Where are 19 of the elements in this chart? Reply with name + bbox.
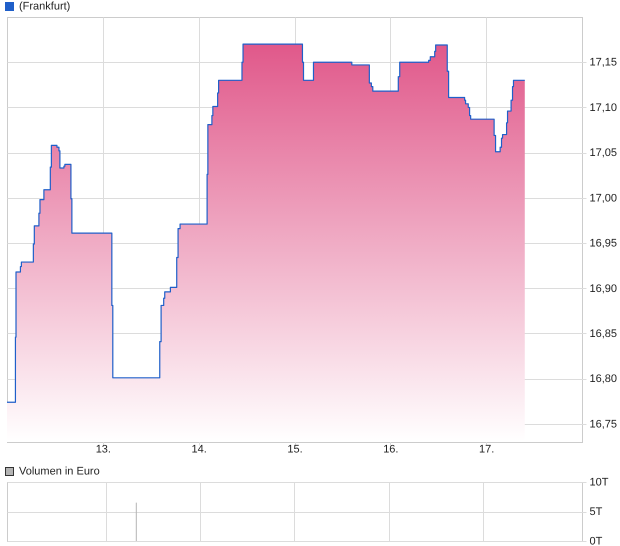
y-tick-label: 17,00 — [590, 192, 618, 204]
legend-label: (Frankfurt) — [19, 0, 70, 12]
y-tick-label: 17,15 — [590, 56, 618, 69]
legend-label: Volumen in Euro — [19, 466, 100, 478]
y-tick-label: 16,85 — [590, 328, 618, 340]
x-tick-label: 17. — [479, 444, 494, 456]
y-tick-label: 0T — [590, 536, 603, 546]
y-tick-label: 16,95 — [590, 238, 618, 250]
x-tick-label: 13. — [96, 444, 111, 456]
y-tick-label: 17,10 — [590, 102, 618, 114]
x-tick-label: 16. — [383, 444, 398, 456]
x-tick-label: 15. — [287, 444, 303, 456]
y-tick-label: 17,05 — [590, 147, 618, 160]
y-tick-label: 10T — [590, 476, 609, 488]
y-tick-label: 16,80 — [590, 373, 618, 386]
y-tick-label: 16,90 — [590, 282, 618, 295]
x-tick-label: 14. — [192, 444, 207, 456]
y-tick-label: 5T — [590, 506, 603, 518]
y-tick-label: 16,75 — [590, 418, 618, 430]
